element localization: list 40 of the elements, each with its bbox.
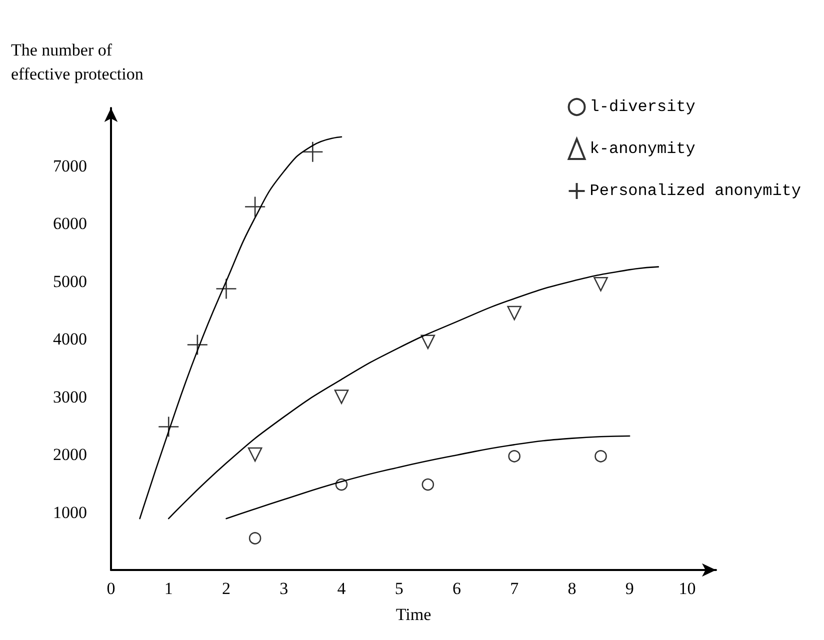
y-tick-label: 4000 bbox=[53, 330, 87, 348]
legend-label: l-diversity bbox=[590, 98, 696, 116]
point bbox=[248, 532, 262, 544]
line-series bbox=[226, 435, 630, 520]
point bbox=[422, 478, 434, 491]
legend-label: k-anonymity bbox=[590, 140, 696, 158]
point bbox=[248, 447, 262, 462]
point bbox=[594, 276, 608, 292]
y-tick-label: 3000 bbox=[53, 387, 87, 406]
y-tick-label: 2000 bbox=[53, 445, 87, 464]
point bbox=[244, 196, 266, 218]
point bbox=[508, 450, 520, 462]
point bbox=[302, 141, 324, 163]
x-tick-label: 2 bbox=[222, 579, 230, 598]
legend-label: Personalized anonymity bbox=[590, 182, 802, 200]
x-tick-label: 5 bbox=[394, 579, 404, 598]
point bbox=[334, 390, 349, 404]
point bbox=[594, 450, 607, 462]
x-tick-label: 7 bbox=[510, 579, 520, 598]
x-tick-label: 8 bbox=[568, 579, 576, 598]
y-axis-title: The number of effective protection bbox=[11, 40, 144, 84]
point bbox=[158, 416, 180, 438]
y-tick-label: 5000 bbox=[53, 272, 87, 291]
point bbox=[420, 334, 436, 350]
line-series bbox=[139, 136, 342, 520]
x-axis-title: Time bbox=[396, 605, 432, 624]
y-tick-label: 1000 bbox=[53, 502, 87, 522]
point bbox=[507, 306, 522, 320]
y-tick-label: 6000 bbox=[53, 214, 87, 233]
y-tick-label: 7000 bbox=[53, 156, 87, 176]
point bbox=[216, 278, 237, 300]
x-tick-label: 1 bbox=[164, 579, 173, 598]
line-series bbox=[168, 266, 660, 520]
x-tick-label: 6 bbox=[452, 579, 461, 598]
x-tick-label: 0 bbox=[106, 579, 116, 598]
x-tick-label: 3 bbox=[280, 579, 288, 598]
x-tick-label: 4 bbox=[337, 579, 346, 598]
point bbox=[186, 334, 208, 356]
x-tick-label: 10 bbox=[678, 579, 696, 598]
x-tick-label: 9 bbox=[625, 579, 634, 598]
